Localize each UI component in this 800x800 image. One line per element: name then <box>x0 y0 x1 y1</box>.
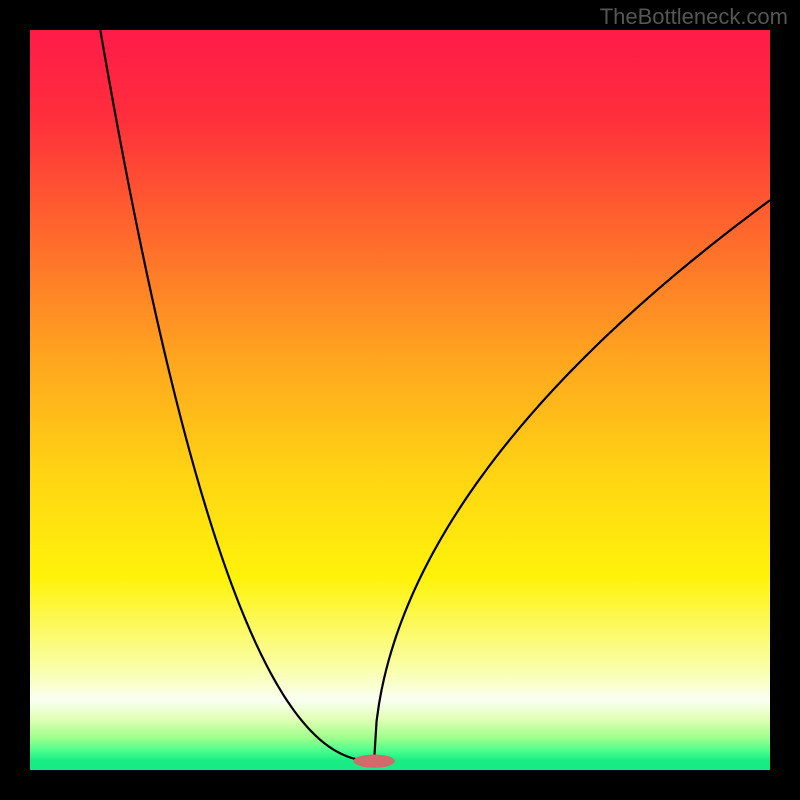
min-marker <box>353 754 394 767</box>
bottleneck-chart <box>0 0 800 800</box>
chart-container: TheBottleneck.com <box>0 0 800 800</box>
watermark-text: TheBottleneck.com <box>600 4 788 30</box>
